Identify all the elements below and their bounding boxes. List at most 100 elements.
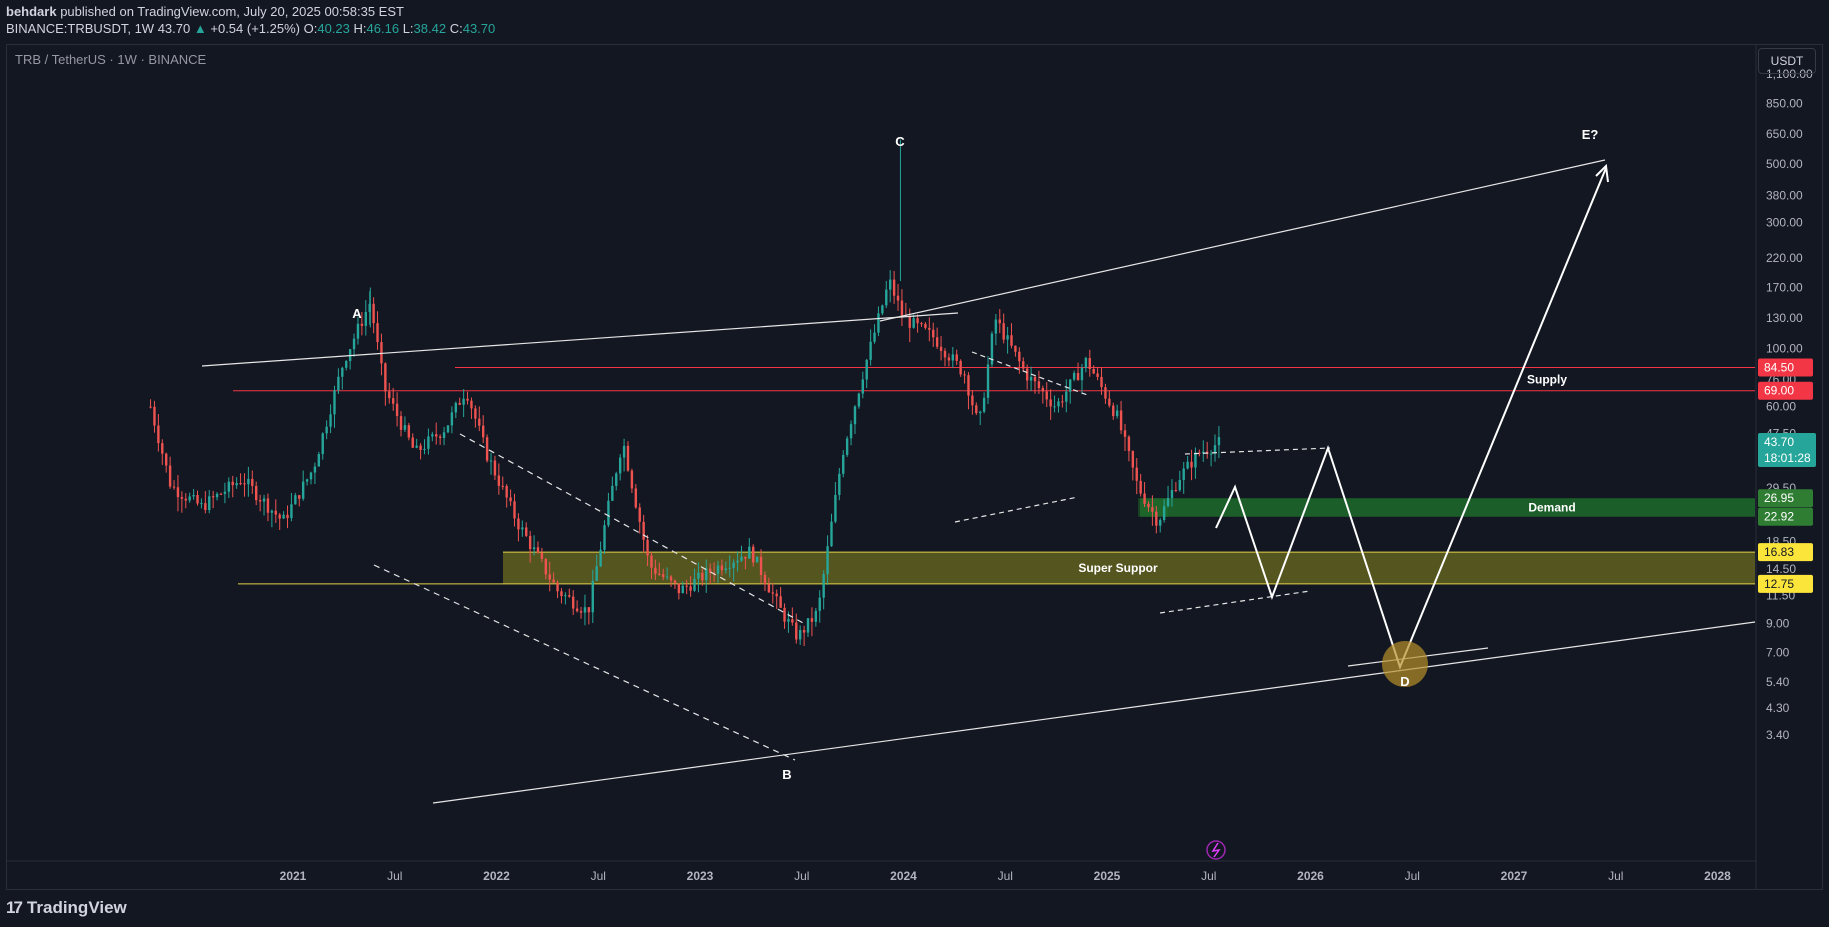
candle-body [1022, 361, 1025, 369]
candle-body [388, 391, 391, 399]
author-name[interactable]: behdark [6, 4, 57, 19]
candle-body [364, 311, 367, 326]
demand-label: Demand [1528, 500, 1575, 514]
candle-body [329, 414, 332, 427]
price-tick-label: 5.40 [1766, 675, 1790, 689]
candle-body [431, 434, 434, 437]
candle-body [701, 572, 704, 581]
candle-body [888, 279, 892, 290]
chart-frame[interactable] [6, 44, 1823, 890]
candle-body [618, 457, 622, 474]
candle-body [305, 479, 309, 482]
candle-body [998, 319, 1001, 324]
candle-body [1190, 461, 1193, 468]
candle-body [665, 576, 669, 578]
candle-body [497, 475, 501, 486]
open-value: 40.23 [317, 21, 350, 36]
super-support-label: Super Suppor [1078, 561, 1158, 575]
candle-body [458, 402, 461, 405]
lightning-bolt-icon [1211, 842, 1221, 858]
candle-body [599, 549, 602, 567]
candle-body [1155, 511, 1158, 526]
low-label: L: [402, 21, 414, 36]
candle-body [845, 438, 849, 455]
candle-body [857, 393, 861, 407]
tradingview-mark-icon: 17 [6, 898, 23, 917]
candle-body [395, 403, 399, 417]
candle-body [877, 313, 880, 333]
currency-unit-button[interactable]: USDT [1758, 48, 1816, 74]
candle-body [744, 556, 747, 559]
candle-body [1174, 490, 1178, 492]
candle-body [270, 510, 274, 513]
candle-body [881, 305, 884, 314]
price-tick-label: 3.40 [1766, 728, 1790, 742]
candle-body [454, 402, 457, 413]
candle-body [583, 607, 587, 613]
candle-body [892, 279, 896, 296]
candle-body [861, 379, 864, 394]
candle-body [908, 316, 911, 328]
candle-body [681, 585, 684, 594]
candle-body [165, 453, 168, 466]
candle-body [1072, 372, 1076, 380]
candle-body [654, 567, 657, 574]
candle-body [932, 329, 935, 338]
price-tick-label: 850.00 [1766, 96, 1803, 110]
price-tick-label: 7.00 [1766, 645, 1790, 659]
candle-body [564, 595, 567, 597]
candle-body [955, 354, 958, 361]
candle-body [493, 460, 497, 476]
candle-body [485, 437, 489, 461]
candle-body [356, 323, 360, 339]
time-tick-label: 2026 [1297, 869, 1324, 883]
candle-body [994, 319, 998, 334]
last-price-label: 43.70 [1764, 435, 1794, 449]
close-label: C: [449, 21, 463, 36]
candle-body [826, 546, 829, 575]
price-label-demand: 26.95 [1764, 491, 1794, 505]
candle-body [791, 619, 794, 623]
candle-body [810, 618, 814, 622]
candle-body [646, 539, 649, 556]
candle-body [446, 425, 450, 433]
candle-body [384, 363, 387, 392]
candle-body [673, 580, 677, 584]
point-d-marker [1382, 641, 1428, 687]
candle-body [853, 406, 857, 425]
candle-body [157, 425, 160, 444]
candle-body [521, 527, 524, 530]
publish-info: behdark published on TradingView.com, Ju… [6, 4, 404, 19]
candle-body [470, 400, 473, 409]
open-label: O: [303, 21, 318, 36]
candle-body [1115, 410, 1119, 417]
candle-body [219, 493, 223, 495]
candle-body [806, 618, 810, 633]
time-tick-label: 2025 [1094, 869, 1121, 883]
candle-body [798, 629, 802, 640]
candle-body [415, 445, 418, 448]
price-tick-label: 9.00 [1766, 617, 1790, 631]
candle-body [337, 376, 340, 391]
candle-body [822, 574, 825, 598]
candle-body [345, 360, 348, 368]
price-tick-label: 130.00 [1766, 311, 1803, 325]
candle-body [1151, 507, 1154, 512]
tradingview-logo[interactable]: 17 TradingView [6, 898, 127, 918]
candle-body [1213, 445, 1217, 454]
candle-body [540, 552, 544, 559]
candle-body [896, 295, 900, 301]
candle-body [677, 583, 681, 594]
candle-body [830, 521, 833, 547]
candle-body [1108, 398, 1111, 406]
candle-body [462, 398, 465, 405]
price-tick-label: 60.00 [1766, 400, 1796, 414]
candle-body [900, 300, 904, 316]
trend-line-lower [432, 621, 1756, 804]
candle-body [943, 350, 947, 358]
candle-body [200, 503, 203, 505]
candle-body [568, 595, 571, 597]
candle-body [990, 333, 994, 365]
channel-upper-dashed [459, 433, 806, 625]
